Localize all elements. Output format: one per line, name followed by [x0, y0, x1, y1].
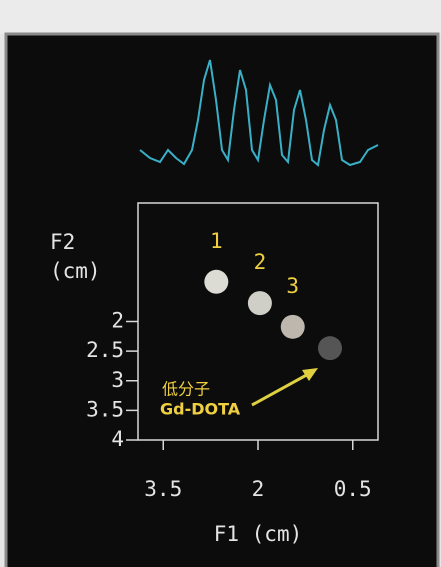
x-axis-label: F1 (cm)	[214, 522, 303, 546]
annotation: 低分子	[162, 380, 210, 399]
x-tick-label: 0.5	[334, 477, 372, 501]
y-tick-label: 3.5	[86, 397, 124, 421]
panel	[6, 34, 438, 567]
y-axis-label: F2	[50, 230, 75, 254]
x-tick-label: 2	[252, 477, 265, 501]
y-tick-label: 4	[111, 427, 124, 451]
point-label: 2	[254, 250, 267, 274]
x-tick-label: 3.5	[144, 477, 182, 501]
page: F2 (cm) F1 (cm) 低分子 Gd-DOTA 2 2.5 3 3.5 4 3.5…	[0, 0, 441, 567]
point	[248, 291, 272, 315]
point-label: 3	[286, 274, 299, 298]
point	[204, 270, 228, 294]
annotation: Gd-DOTA	[160, 400, 241, 419]
chart: F2 (cm) F1 (cm) 低分子 Gd-DOTA 2 2.5 3 3.5 4 3.5…	[0, 0, 441, 567]
point-label: 1	[210, 229, 223, 253]
point	[281, 315, 305, 339]
y-tick-label: 2.5	[86, 338, 124, 362]
y-axis-unit: (cm)	[50, 259, 101, 283]
y-tick-label: 3	[111, 368, 124, 392]
top-bar	[0, 0, 441, 34]
y-tick-label: 2	[111, 309, 124, 333]
point	[318, 336, 342, 360]
